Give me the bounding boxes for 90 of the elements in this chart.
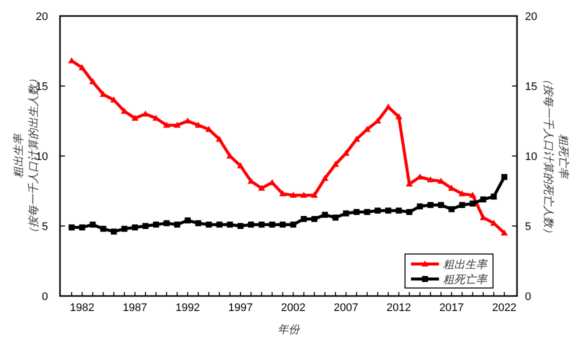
- point: [142, 223, 148, 229]
- point: [121, 226, 128, 232]
- point: [458, 190, 466, 196]
- point: [184, 217, 191, 224]
- point: [206, 222, 212, 228]
- point: [427, 202, 434, 208]
- point: [300, 216, 307, 222]
- point: [501, 174, 508, 180]
- point: [226, 222, 233, 228]
- point: [438, 202, 444, 208]
- point: [448, 206, 455, 212]
- point: [311, 216, 318, 222]
- point: [280, 222, 286, 228]
- y-tick-label: 20: [36, 11, 48, 23]
- y2-tick-label: 0: [525, 291, 532, 303]
- point: [364, 126, 371, 132]
- point: [163, 122, 170, 128]
- point: [236, 162, 244, 168]
- legend-label: 粗出生率: [443, 258, 488, 271]
- point: [354, 209, 360, 215]
- point: [90, 222, 96, 228]
- point: [374, 208, 381, 214]
- point: [480, 196, 486, 202]
- point: [89, 78, 96, 84]
- x-tick-label: 1987: [122, 302, 148, 314]
- x-tick-label: 1992: [175, 302, 200, 314]
- point: [100, 226, 106, 232]
- y2-axis-title: 粗死亡率（按每一千人口计算的死亡人数）: [542, 74, 570, 238]
- point: [364, 209, 370, 215]
- point: [490, 194, 497, 200]
- point: [195, 220, 202, 226]
- point: [174, 222, 180, 228]
- legend-label: 粗死亡率: [443, 273, 488, 286]
- y2-tick-label: 10: [525, 151, 538, 163]
- x-tick-label: 2017: [439, 302, 464, 314]
- point: [248, 222, 254, 228]
- point: [322, 212, 328, 218]
- point: [290, 192, 297, 198]
- point: [426, 176, 434, 182]
- x-tick-label: 1997: [228, 302, 253, 314]
- point: [332, 160, 339, 167]
- point: [258, 184, 266, 191]
- point: [300, 192, 308, 198]
- y-tick-label: 0: [42, 291, 48, 303]
- point: [500, 230, 508, 236]
- point: [385, 208, 392, 214]
- x-tick-label: 2022: [492, 302, 517, 314]
- point: [406, 209, 412, 215]
- x-tick-label: 2012: [386, 302, 412, 314]
- x-tick-label: 1982: [70, 302, 94, 314]
- point: [78, 64, 86, 70]
- point: [353, 136, 360, 142]
- point: [469, 192, 476, 198]
- y-tick-label: 10: [36, 151, 48, 163]
- point: [332, 214, 338, 221]
- y-tick-label: 5: [42, 221, 48, 233]
- y2-tick-label: 20: [525, 11, 538, 23]
- point: [269, 222, 276, 228]
- point: [290, 222, 296, 228]
- point: [132, 224, 138, 230]
- point: [110, 228, 117, 235]
- point: [321, 174, 328, 181]
- point: [395, 113, 402, 120]
- point: [237, 223, 244, 229]
- y2-tick-label: 15: [525, 81, 538, 93]
- point: [396, 208, 402, 214]
- point: [279, 190, 286, 196]
- point: [110, 96, 118, 102]
- point: [216, 222, 222, 228]
- point: [310, 192, 318, 198]
- point: [68, 224, 75, 230]
- point: [470, 200, 476, 207]
- point: [416, 203, 423, 210]
- x-tick-label: 2007: [334, 302, 358, 314]
- point: [153, 222, 160, 228]
- y2-tick-label: 5: [525, 221, 532, 233]
- point: [164, 220, 170, 226]
- point: [216, 136, 223, 142]
- point: [258, 222, 265, 228]
- point: [459, 202, 466, 208]
- point: [174, 122, 181, 128]
- point: [205, 126, 212, 132]
- point: [194, 122, 202, 128]
- point: [342, 150, 350, 156]
- point: [343, 210, 350, 216]
- point: [226, 152, 234, 158]
- point: [131, 114, 138, 121]
- x-axis-title: 年份: [278, 324, 300, 336]
- point: [79, 224, 86, 230]
- x-tick-label: 2002: [281, 302, 306, 314]
